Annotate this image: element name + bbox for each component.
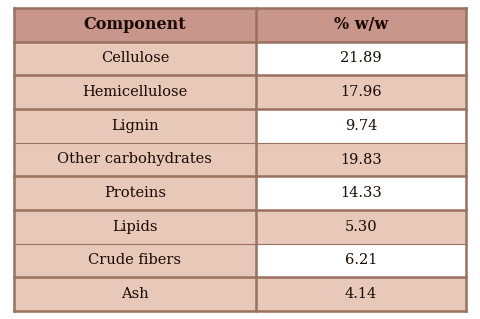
Text: 6.21: 6.21 xyxy=(345,254,377,268)
Text: Proteins: Proteins xyxy=(104,186,166,200)
Bar xyxy=(14,277,256,311)
Text: Other carbohydrates: Other carbohydrates xyxy=(58,152,212,167)
Bar xyxy=(14,143,256,176)
Text: Lipids: Lipids xyxy=(112,220,157,234)
Bar xyxy=(14,75,256,109)
Bar xyxy=(256,42,466,75)
Text: 5.30: 5.30 xyxy=(345,220,377,234)
Text: 14.33: 14.33 xyxy=(340,186,382,200)
Bar xyxy=(14,176,256,210)
Text: 19.83: 19.83 xyxy=(340,152,382,167)
Text: Hemicellulose: Hemicellulose xyxy=(82,85,188,99)
Text: Component: Component xyxy=(84,16,186,33)
Bar xyxy=(256,75,466,109)
Bar xyxy=(256,109,466,143)
Bar xyxy=(256,244,466,277)
Bar xyxy=(14,210,256,244)
Text: Crude fibers: Crude fibers xyxy=(88,254,181,268)
Text: Cellulose: Cellulose xyxy=(101,51,169,65)
Bar xyxy=(256,210,466,244)
Text: Ash: Ash xyxy=(121,287,149,301)
Text: 17.96: 17.96 xyxy=(340,85,382,99)
Bar xyxy=(14,109,256,143)
Bar xyxy=(256,143,466,176)
Text: 4.14: 4.14 xyxy=(345,287,377,301)
Text: Lignin: Lignin xyxy=(111,119,159,133)
Bar xyxy=(14,8,466,42)
Text: % w/w: % w/w xyxy=(334,16,388,33)
Bar xyxy=(14,244,256,277)
Bar xyxy=(256,176,466,210)
Bar xyxy=(14,42,256,75)
Text: 21.89: 21.89 xyxy=(340,51,382,65)
Bar xyxy=(256,277,466,311)
Text: 9.74: 9.74 xyxy=(345,119,377,133)
